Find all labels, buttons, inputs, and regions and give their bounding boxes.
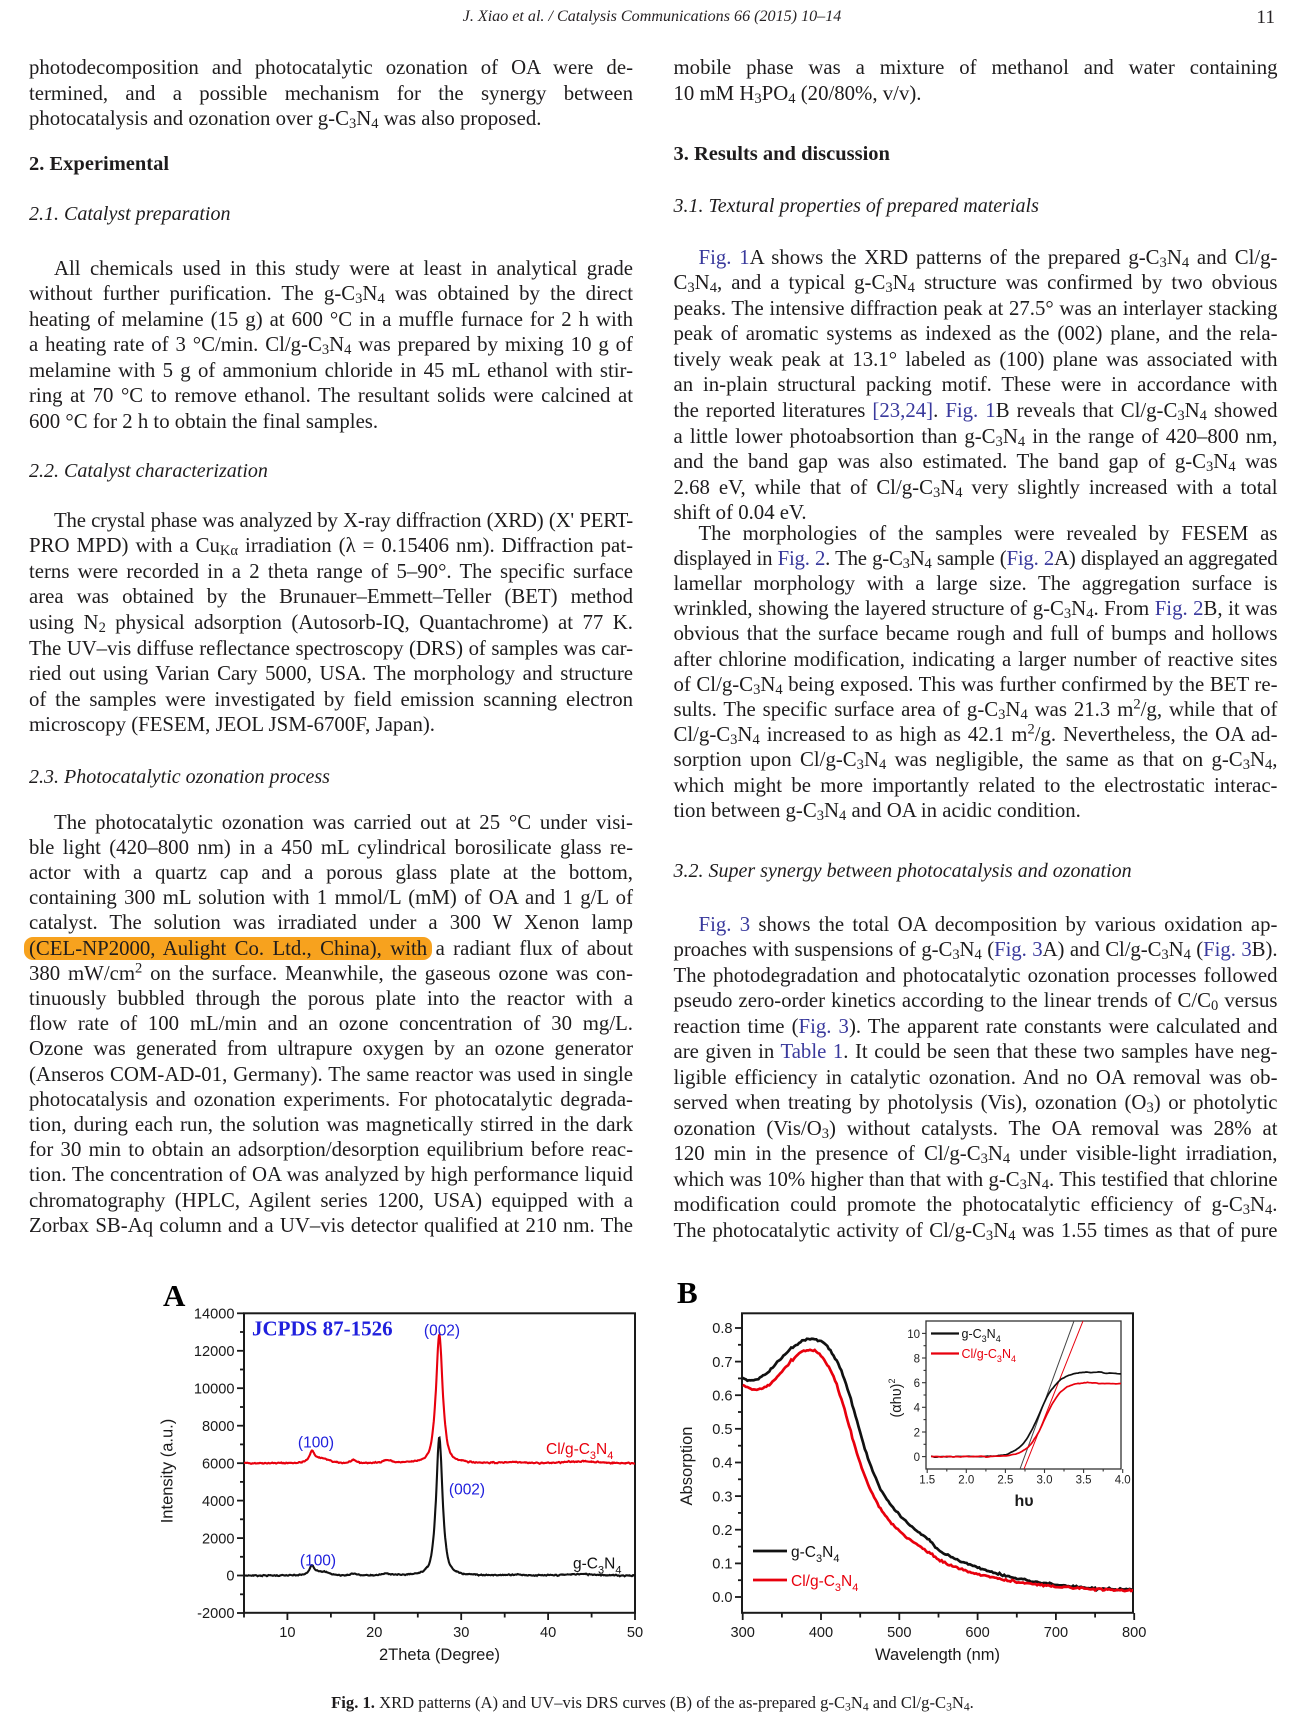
svg-text:50: 50 [627, 1625, 643, 1641]
svg-text:0.8: 0.8 [712, 1321, 732, 1337]
svg-text:0.6: 0.6 [712, 1388, 732, 1404]
svg-text:g-C3N4: g-C3N4 [791, 1544, 839, 1565]
svg-text:500: 500 [887, 1625, 911, 1641]
svg-text:8000: 8000 [202, 1419, 234, 1435]
svg-text:8: 8 [914, 1353, 920, 1365]
svg-text:JCPDS 87-1526: JCPDS 87-1526 [252, 1317, 393, 1341]
svg-text:0: 0 [914, 1452, 920, 1464]
svg-text:14000: 14000 [194, 1307, 235, 1323]
svg-text:hυ: hυ [1014, 1493, 1033, 1510]
svg-text:2.0: 2.0 [958, 1475, 974, 1487]
svg-text:Cl/g-C3N4: Cl/g-C3N4 [962, 1347, 1016, 1364]
svg-text:0.2: 0.2 [712, 1523, 732, 1539]
svg-text:g-C3N4: g-C3N4 [573, 1555, 621, 1576]
svg-text:40: 40 [540, 1625, 556, 1641]
svg-text:B: B [677, 1275, 698, 1310]
svg-text:0.3: 0.3 [712, 1489, 732, 1505]
svg-text:4: 4 [914, 1403, 921, 1415]
svg-text:A: A [163, 1278, 186, 1313]
svg-text:Intensity (a.u.): Intensity (a.u.) [159, 1419, 177, 1524]
svg-text:700: 700 [1044, 1625, 1068, 1641]
svg-text:0.1: 0.1 [712, 1557, 732, 1573]
svg-text:2.5: 2.5 [997, 1475, 1013, 1487]
svg-text:1.5: 1.5 [919, 1475, 935, 1487]
svg-text:0.0: 0.0 [712, 1590, 732, 1606]
svg-text:0: 0 [226, 1569, 234, 1585]
svg-text:Absorption: Absorption [678, 1427, 696, 1506]
svg-text:Wavelength (nm): Wavelength (nm) [875, 1646, 1000, 1664]
svg-text:30: 30 [453, 1625, 469, 1641]
svg-text:6: 6 [914, 1378, 920, 1390]
svg-text:10: 10 [907, 1329, 920, 1341]
svg-text:12000: 12000 [194, 1344, 235, 1360]
svg-text:2Theta (Degree): 2Theta (Degree) [379, 1646, 500, 1664]
svg-text:400: 400 [809, 1625, 833, 1641]
svg-text:3.5: 3.5 [1076, 1475, 1092, 1487]
svg-text:(100): (100) [300, 1552, 336, 1569]
svg-text:-2000: -2000 [197, 1606, 234, 1622]
svg-text:0.5: 0.5 [712, 1422, 732, 1438]
svg-text:(100): (100) [298, 1435, 334, 1452]
svg-text:(002): (002) [424, 1323, 460, 1340]
svg-text:3.0: 3.0 [1037, 1475, 1053, 1487]
svg-text:2: 2 [914, 1427, 920, 1439]
svg-text:20: 20 [366, 1625, 382, 1641]
svg-text:6000: 6000 [202, 1456, 234, 1472]
svg-text:10: 10 [279, 1625, 295, 1641]
svg-text:2000: 2000 [202, 1531, 234, 1547]
svg-text:0.4: 0.4 [712, 1456, 732, 1472]
svg-text:10000: 10000 [194, 1381, 235, 1397]
svg-text:4.0: 4.0 [1115, 1475, 1131, 1487]
svg-text:600: 600 [965, 1625, 989, 1641]
svg-text:(αhυ)2: (αhυ)2 [887, 1378, 905, 1417]
svg-text:800: 800 [1122, 1625, 1146, 1641]
svg-text:4000: 4000 [202, 1494, 234, 1510]
svg-text:0.7: 0.7 [712, 1355, 732, 1371]
svg-text:Cl/g-C3N4: Cl/g-C3N4 [791, 1573, 858, 1594]
svg-text:g-C3N4: g-C3N4 [962, 1327, 1001, 1344]
svg-text:300: 300 [731, 1625, 755, 1641]
svg-text:(002): (002) [449, 1481, 485, 1498]
svg-text:Cl/g-C3N4: Cl/g-C3N4 [546, 1441, 613, 1462]
